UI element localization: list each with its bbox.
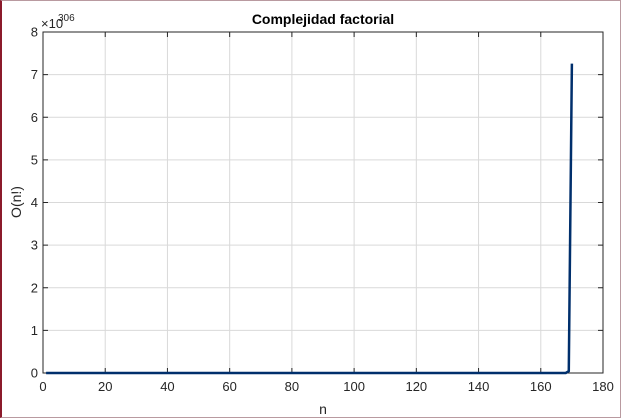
x-tick-label: 0 <box>39 379 46 394</box>
chart-title: Complejidad factorial <box>252 11 394 27</box>
y-exponent-multiplier: ×10 <box>41 16 63 31</box>
y-tick-label: 0 <box>31 366 38 381</box>
y-axis-ticks: 0 1 2 3 4 5 6 7 8 <box>31 25 603 381</box>
x-axis-ticks: 0 20 40 60 80 100 120 140 160 180 <box>39 32 614 394</box>
y-tick-label: 6 <box>31 110 38 125</box>
series-line-0 <box>46 63 574 375</box>
x-axis-label: n <box>319 401 327 417</box>
y-axis-label: O(n!) <box>8 186 24 218</box>
y-exponent-power: 306 <box>58 13 75 24</box>
x-tick-label: 140 <box>468 379 490 394</box>
series-group <box>46 63 574 375</box>
y-tick-label: 8 <box>31 25 38 40</box>
x-tick-label: 60 <box>222 379 236 394</box>
x-tick-label: 80 <box>285 379 299 394</box>
x-tick-label: 40 <box>160 379 174 394</box>
x-tick-label: 120 <box>405 379 427 394</box>
y-tick-label: 1 <box>31 323 38 338</box>
x-tick-label: 20 <box>98 379 112 394</box>
y-tick-label: 5 <box>31 152 38 167</box>
y-tick-label: 2 <box>31 280 38 295</box>
x-tick-label: 100 <box>343 379 365 394</box>
y-tick-label: 7 <box>31 67 38 82</box>
x-tick-label: 160 <box>530 379 552 394</box>
y-tick-label: 4 <box>31 195 38 210</box>
y-tick-label: 3 <box>31 238 38 253</box>
x-tick-label: 180 <box>592 379 614 394</box>
